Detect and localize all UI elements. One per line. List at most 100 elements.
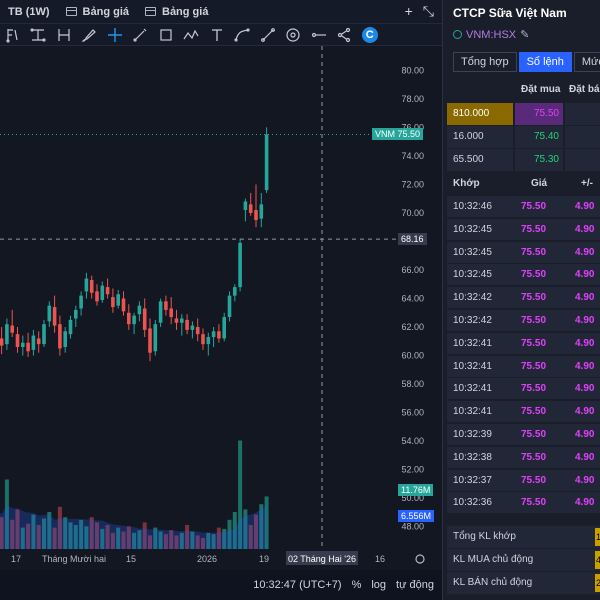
ticker-symbol[interactable]: VNM:HSX	[466, 28, 517, 41]
trade-price: 75.50	[521, 383, 547, 395]
price-chart[interactable]: 80.0078.0076.0074.0072.0070.0068.0066.00…	[0, 46, 442, 576]
brand-icon[interactable]: C	[357, 24, 383, 46]
trade-price: 75.50	[521, 360, 547, 372]
candle-body	[227, 295, 232, 318]
volume-bar	[4, 479, 9, 551]
plus-icon[interactable]: +	[404, 3, 413, 19]
rectangle-icon[interactable]	[153, 24, 179, 46]
trade-price: 75.50	[521, 246, 547, 258]
candle-body	[185, 319, 189, 330]
y-tick-label: 48.00	[401, 522, 424, 532]
trade-change: 4.90	[575, 337, 595, 349]
trade-row: 10:32:42 75.50 4.90	[447, 287, 600, 309]
trade-time: 10:32:41	[453, 383, 492, 395]
eye-icon[interactable]	[281, 24, 307, 46]
candle-body	[15, 334, 20, 347]
volume-bar	[0, 517, 4, 551]
volume-bar	[84, 526, 89, 551]
ask-header: Đặt bán	[569, 84, 600, 95]
trade-price: 75.50	[521, 315, 547, 326]
text-icon[interactable]	[204, 24, 230, 46]
volume-bar	[26, 523, 31, 551]
trade-change: 4.90	[575, 429, 595, 440]
candle-body	[217, 331, 221, 339]
orderbook-price: 75.30	[515, 149, 563, 171]
brush-icon[interactable]	[77, 24, 103, 46]
orderbook-header: Đặt mua Đặt bán	[443, 80, 600, 100]
share-icon[interactable]	[332, 24, 358, 46]
ray-icon[interactable]	[306, 24, 332, 46]
line-tool-icon[interactable]	[255, 24, 281, 46]
trade-price: 75.50	[521, 474, 547, 486]
candle-body	[222, 317, 226, 339]
trade-price: 75.50	[521, 497, 547, 509]
trade-time: 10:32:46	[453, 201, 492, 212]
pitchfork-icon[interactable]	[0, 24, 26, 46]
y-tick-label: 76.00	[401, 122, 424, 132]
volume-bar	[206, 532, 211, 551]
fib-icon[interactable]	[26, 24, 52, 46]
trade-row: 10:32:38 75.50 4.90	[447, 446, 600, 468]
volume-bar	[95, 522, 99, 551]
crosshair-icon[interactable]	[102, 24, 128, 46]
x-tick-label: 17	[11, 554, 21, 564]
candle-body	[89, 279, 94, 293]
edit-icon[interactable]: ✎	[520, 29, 530, 41]
tab-price-board-2[interactable]: Bảng giá	[137, 0, 216, 24]
tab-chart[interactable]: TB (1W)	[0, 0, 58, 24]
candle-body	[47, 305, 52, 322]
tab-price-board-1[interactable]: Bảng giá	[58, 0, 137, 24]
tab-price-levels[interactable]: Mức giá	[573, 52, 600, 72]
volume-bar	[31, 514, 36, 551]
ticker-row: VNM:HSX ✎	[453, 28, 529, 41]
candle-body	[180, 318, 184, 323]
candle-body	[111, 297, 115, 308]
x-tick-label: 2026	[197, 554, 217, 564]
candle-body	[26, 342, 30, 352]
volume-bar	[116, 527, 121, 551]
trade-time: 10:32:42	[453, 315, 492, 326]
chart-canvas[interactable]: 80.0078.0076.0074.0072.0070.0068.0066.00…	[0, 46, 442, 576]
candle-body	[84, 278, 89, 292]
auto-toggle[interactable]: tự động	[396, 579, 434, 591]
percent-toggle[interactable]: %	[351, 579, 362, 591]
y-tick-label: 52.00	[401, 465, 424, 475]
candle-body	[10, 325, 14, 333]
crosshair-date-box	[286, 551, 358, 565]
y-tick-label: 64.00	[401, 294, 424, 304]
tab-summary[interactable]: Tổng hợp	[453, 52, 517, 72]
trade-change: 4.90	[575, 223, 595, 235]
volume-bar	[222, 528, 227, 551]
tab-price-board-1-label: Bảng giá	[82, 5, 129, 18]
log-toggle[interactable]: log	[371, 579, 387, 591]
crosshair-price-label: 68.16	[398, 233, 427, 246]
volume-bar	[153, 527, 158, 551]
trade-price: 75.50	[521, 223, 547, 235]
table-icon	[145, 7, 156, 16]
candle-body	[158, 301, 163, 323]
volume-bar	[105, 525, 110, 551]
volume-bar	[254, 514, 258, 551]
ruler-icon[interactable]	[51, 24, 77, 46]
volume-bar	[42, 518, 46, 551]
y-tick-label: 62.00	[401, 322, 424, 332]
orderbook-row[interactable]: 16.000 75.40	[443, 126, 600, 148]
orderbook-row[interactable]: 810.000 75.50	[443, 103, 600, 125]
candle-body	[116, 294, 120, 306]
settings-icon[interactable]	[415, 554, 425, 564]
volume-bar	[132, 532, 137, 551]
collapse-icon[interactable]: ⤡	[422, 3, 434, 19]
trade-change: 4.90	[575, 497, 595, 509]
company-name: CTCP Sữa Việt Nam	[453, 6, 567, 20]
orderbook-row[interactable]: 65.500 75.30	[443, 149, 600, 171]
tab-orderbook[interactable]: Sổ lệnh	[518, 52, 572, 72]
trade-time: 10:32:41	[453, 360, 492, 372]
volume-bar	[179, 532, 184, 551]
curve-icon[interactable]	[230, 24, 256, 46]
pen-icon[interactable]	[128, 24, 154, 46]
path-icon[interactable]	[179, 24, 205, 46]
y-tick-label: 66.00	[401, 265, 424, 275]
drawing-toolbar: C	[0, 24, 442, 46]
trades-time-header: Khớp	[453, 178, 480, 189]
